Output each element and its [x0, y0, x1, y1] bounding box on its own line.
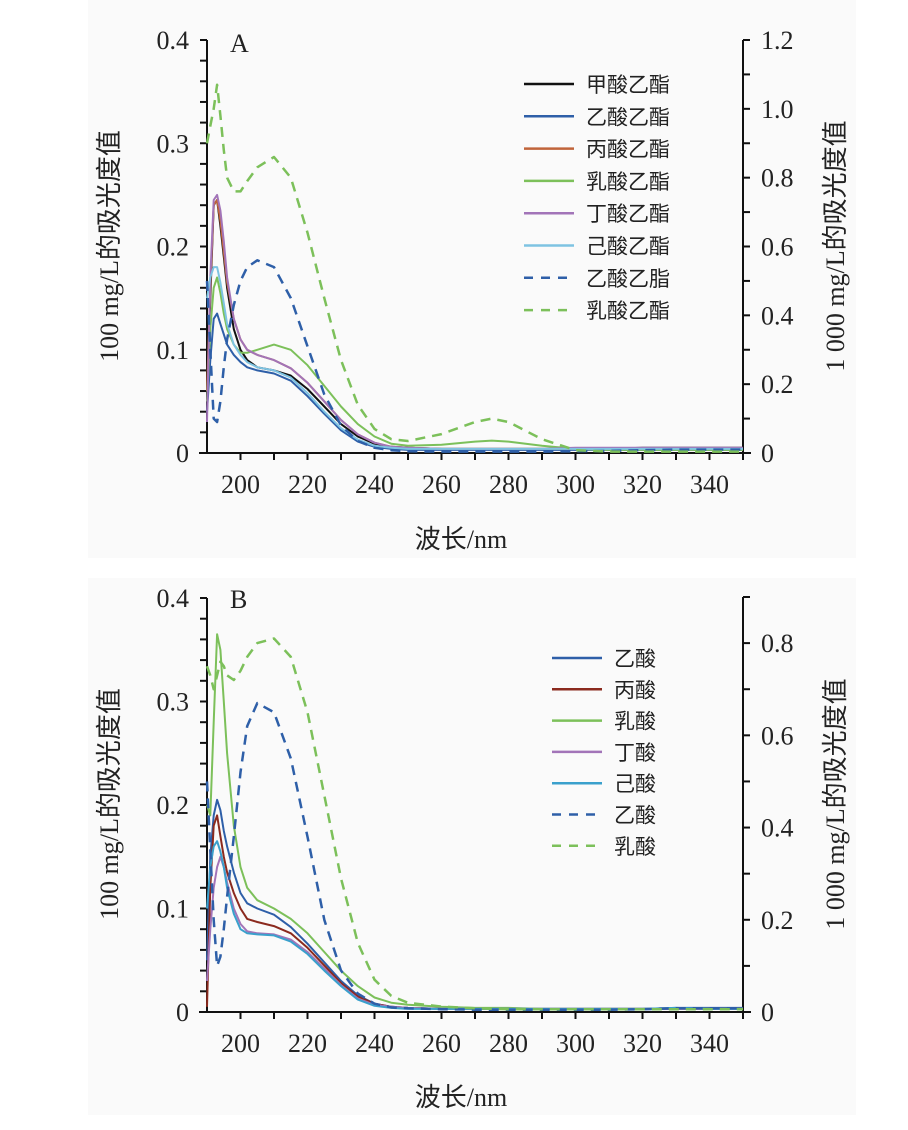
chart-b-y-tick-label: 0 — [176, 998, 189, 1027]
chart-a-x-tick-label: 300 — [556, 470, 595, 499]
chart-b-x-tick-label: 260 — [422, 1029, 461, 1058]
chart-b-y2-tick-label: 0.6 — [761, 721, 794, 750]
chart-a-y-tick-label: 0.2 — [157, 233, 190, 262]
panel-label-a: A — [230, 29, 249, 58]
chart-panel-a: A 波长/nm 100 mg/L的吸光度值 1 000 mg/L的吸光度值 20… — [88, 0, 856, 558]
chart-b-legend-label: 乙酸 — [614, 804, 656, 828]
chart-a-legend-label: 己酸乙酯 — [586, 235, 670, 259]
chart-b-series-line-1 — [206, 814, 743, 1010]
y2-axis-title-b: 1 000 mg/L的吸光度值 — [821, 678, 850, 929]
chart-b-series-line-2 — [206, 633, 743, 1010]
chart-a-y-tick-label: 0.4 — [157, 26, 190, 55]
chart-a-legend-label: 丁酸乙酯 — [586, 202, 670, 226]
chart-b-y-tick-label: 0.1 — [157, 895, 190, 924]
chart-a-x-tick-label: 220 — [288, 470, 327, 499]
panel-label-b: B — [230, 585, 247, 614]
chart-b-svg: B 波长/nm 100 mg/L的吸光度值 1 000 mg/L的吸光度值 20… — [95, 584, 850, 1112]
chart-a-y-tick-label: 0.1 — [157, 336, 190, 365]
chart-b-y2-tick-label: 0.4 — [761, 814, 794, 843]
y-axis-title-a: 100 mg/L的吸光度值 — [95, 130, 124, 362]
chart-b-series-line-0 — [206, 798, 743, 1010]
chart-b-y2-tick-label: 0.2 — [761, 906, 794, 935]
chart-b-legend-label: 乳酸 — [614, 835, 656, 859]
chart-a-x-tick-label: 320 — [623, 470, 662, 499]
x-axis-title-b: 波长/nm — [415, 1083, 507, 1112]
chart-a-y2-tick-label: 0.2 — [761, 370, 794, 399]
chart-b-x-tick-label: 220 — [288, 1029, 327, 1058]
chart-a-y2-tick-label: 0.8 — [761, 164, 794, 193]
chart-a-legend-label: 甲酸乙酯 — [586, 73, 670, 97]
chart-b-legend-label: 丁酸 — [614, 741, 656, 765]
chart-a-x-tick-label: 340 — [690, 470, 729, 499]
chart-b-x-tick-label: 240 — [355, 1029, 394, 1058]
chart-a-x-tick-label: 260 — [422, 470, 461, 499]
chart-a-series-line-4 — [206, 193, 743, 450]
chart-a-y-tick-label: 0.3 — [157, 129, 190, 158]
chart-a-legend-label: 乙酸乙脂 — [586, 267, 670, 291]
chart-a-svg: A 波长/nm 100 mg/L的吸光度值 1 000 mg/L的吸光度值 20… — [95, 26, 850, 554]
chart-a-x-tick-label: 200 — [221, 470, 260, 499]
chart-a-series-line-1 — [206, 312, 743, 451]
chart-b-legend-label: 乳酸 — [614, 710, 656, 734]
chart-a-y-tick-label: 0 — [176, 439, 189, 468]
chart-b-y2-tick-label: 0.8 — [761, 629, 794, 658]
chart-b-x-tick-label: 280 — [489, 1029, 528, 1058]
chart-b-series-line-6 — [205, 637, 743, 1011]
chart-a-y2-tick-label: 1.0 — [761, 95, 794, 124]
chart-panel-b: B 波长/nm 100 mg/L的吸光度值 1 000 mg/L的吸光度值 20… — [88, 578, 856, 1115]
chart-a-y2-tick-label: 1.2 — [761, 26, 794, 55]
chart-a-legend-label: 乳酸乙酯 — [586, 299, 670, 323]
y-axis-title-b: 100 mg/L的吸光度值 — [95, 688, 124, 920]
chart-a-y2-tick-label: 0.6 — [761, 233, 794, 262]
chart-a-legend-label: 乙酸乙酯 — [586, 105, 670, 129]
chart-a-series-line-7 — [205, 83, 743, 453]
chart-a-y2-tick-label: 0.4 — [761, 301, 794, 330]
chart-b-series-line-5 — [205, 701, 743, 1011]
chart-a-y2-tick-label: 0 — [761, 439, 774, 468]
chart-b-legend-label: 丙酸 — [614, 678, 656, 702]
chart-a-legend-label: 丙酸乙酯 — [586, 138, 670, 162]
chart-b-x-tick-label: 200 — [221, 1029, 260, 1058]
chart-a-series-line-5 — [206, 266, 743, 450]
chart-b-x-tick-label: 300 — [556, 1029, 595, 1058]
chart-b-x-tick-label: 320 — [623, 1029, 662, 1058]
chart-b-legend-label: 乙酸 — [614, 647, 656, 671]
chart-a-legend-label: 乳酸乙酯 — [586, 170, 670, 194]
y2-axis-title-a: 1 000 mg/L的吸光度值 — [821, 120, 850, 371]
chart-a-x-tick-label: 240 — [355, 470, 394, 499]
chart-b-y-tick-label: 0.4 — [157, 584, 190, 613]
chart-b-legend-label: 己酸 — [614, 772, 656, 796]
chart-b-y-tick-label: 0.3 — [157, 688, 190, 717]
chart-b-x-tick-label: 340 — [690, 1029, 729, 1058]
chart-b-y2-tick-label: 0 — [761, 998, 774, 1027]
chart-a-x-tick-label: 280 — [489, 470, 528, 499]
chart-b-y-tick-label: 0.2 — [157, 791, 190, 820]
x-axis-title-a: 波长/nm — [415, 525, 507, 554]
